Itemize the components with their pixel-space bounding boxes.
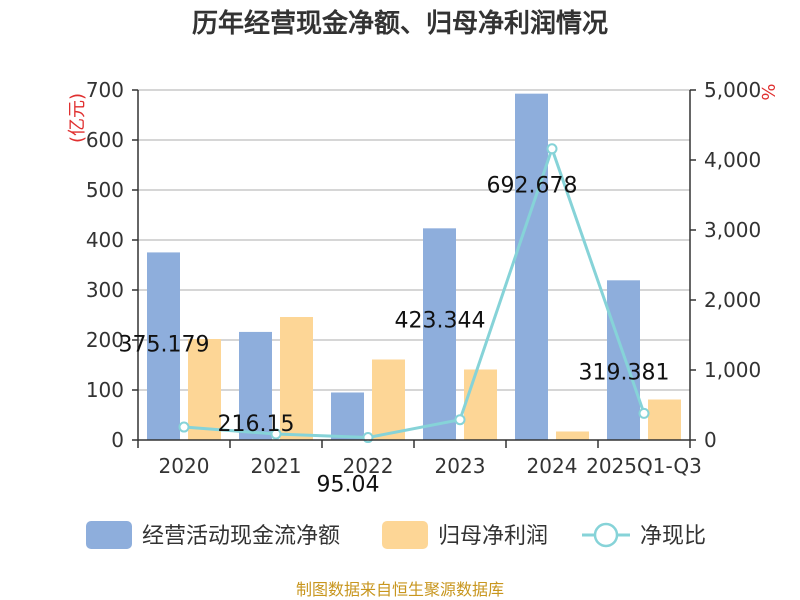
x-axis-tick-label: 2025Q1-Q3	[586, 454, 702, 478]
bars	[147, 93, 681, 440]
data-label-cashflow: 375.179	[119, 332, 210, 357]
x-axis-tick-label: 2022	[343, 454, 394, 478]
bar-netprofit	[648, 399, 681, 440]
ratio-point	[270, 428, 282, 440]
x-axis-tick-label: 2024	[527, 454, 578, 478]
bar-netprofit	[464, 369, 497, 440]
legend-label-ratio: 净现比	[640, 524, 706, 549]
left-axis-tick-label: 100	[86, 378, 124, 402]
data-label-cashflow: 692.678	[487, 174, 578, 199]
bar-netprofit	[372, 359, 405, 440]
grid-lines	[138, 89, 690, 391]
right-axis-tick-label: 4,000	[704, 148, 761, 172]
bar-cashflow	[607, 280, 640, 440]
ratio-point	[454, 414, 466, 426]
legend-label-cashflow: 经营活动现金流净额	[142, 524, 340, 549]
axes: 0 100 200 300 400 500 600 700 0 1,000 2,000 3,000 4,…	[86, 78, 761, 478]
right-axis-tick-label: 5,000	[704, 78, 761, 102]
x-axis-tick-label: 2020	[159, 454, 210, 478]
data-source: 制图数据来自恒生聚源数据库	[296, 580, 504, 599]
data-label-cashflow: 423.344	[395, 308, 486, 333]
legend-swatch-cashflow	[86, 521, 132, 549]
ratio-point	[638, 407, 650, 419]
right-axis-unit: %	[757, 83, 778, 100]
right-axis-tick-label: 0	[704, 428, 717, 452]
data-labels: 375.179 216.15 95.04 423.344 692.678 319.381	[119, 174, 670, 498]
bar-cashflow	[423, 228, 456, 440]
ratio-point	[178, 421, 190, 433]
right-axis-tick-label: 3,000	[704, 218, 761, 242]
data-label-cashflow: 319.381	[579, 360, 670, 385]
ratio-line-path	[183, 144, 646, 440]
bar-netprofit	[556, 431, 589, 440]
bar-cashflow	[147, 252, 180, 440]
bar-netprofit	[188, 339, 221, 440]
left-axis-tick-label: 600	[86, 128, 124, 152]
data-label-cashflow: 95.04	[317, 472, 380, 497]
left-axis-tick-label: 200	[86, 328, 124, 352]
ratio-point	[546, 143, 558, 155]
right-axis-tick-label: 1,000	[704, 358, 761, 382]
legend-label-netprofit: 归母净利润	[438, 524, 548, 549]
left-axis-tick-label: 400	[86, 228, 124, 252]
left-axis-tick-label: 700	[86, 78, 124, 102]
legend-marker-ratio	[593, 522, 619, 548]
right-axis-tick-label: 2,000	[704, 288, 761, 312]
left-axis-tick-label: 500	[86, 178, 124, 202]
chart-title: 历年经营现金净额、归母净利润情况	[192, 8, 608, 39]
bar-cashflow	[331, 392, 364, 440]
x-axis-tick-label: 2023	[435, 454, 486, 478]
left-axis-tick-label: 0	[111, 428, 124, 452]
legend: 经营活动现金流净额 归母净利润 净现比	[86, 521, 706, 549]
x-axis-tick-label: 2021	[251, 454, 302, 478]
left-axis-unit: (亿元)	[67, 93, 88, 143]
left-axis-tick-label: 300	[86, 278, 124, 302]
data-label-cashflow: 216.15	[218, 412, 295, 437]
bar-cashflow	[515, 93, 548, 440]
legend-swatch-netprofit	[382, 521, 428, 549]
bar-netprofit	[280, 317, 313, 440]
bar-cashflow	[239, 331, 272, 440]
